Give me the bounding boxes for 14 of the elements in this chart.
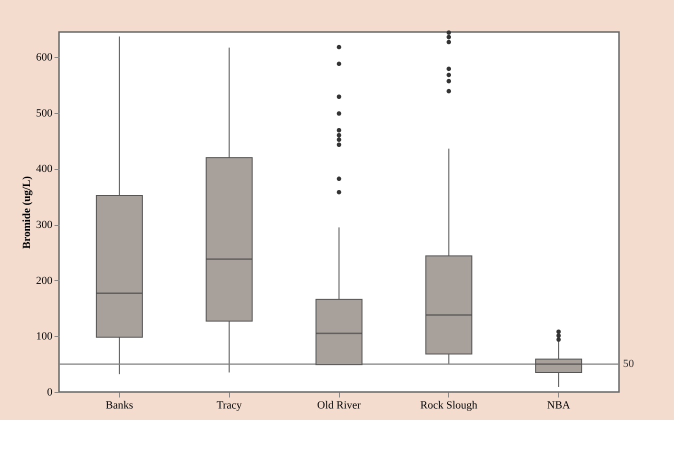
y-tick-label: 400 (36, 163, 53, 176)
y-tick-label: 0 (47, 386, 53, 398)
x-tick-label: Old River (317, 400, 362, 412)
x-tick-label: Banks (106, 400, 134, 412)
y-tick-label: 200 (36, 274, 53, 287)
y-tick-label: 100 (36, 330, 53, 343)
x-tick-label: Rock Slough (420, 400, 478, 412)
x-tick-label: Tracy (216, 400, 242, 412)
y-tick-label: 600 (36, 52, 53, 64)
x-tick-label: NBA (546, 400, 570, 412)
y-axis-title: Bromide (ug/L) (21, 176, 33, 249)
y-tick-label: 300 (36, 219, 53, 232)
y-tick-label: 500 (36, 107, 53, 120)
ref-line-label: 50 (623, 358, 634, 370)
